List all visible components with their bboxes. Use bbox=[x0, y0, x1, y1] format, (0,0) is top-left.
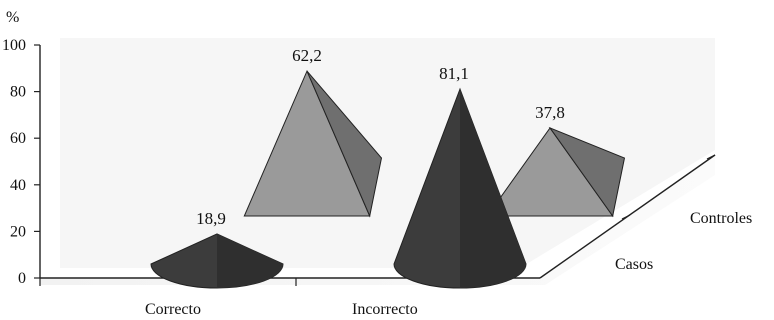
cone-shadow-side bbox=[217, 233, 283, 288]
data-label: 18,9 bbox=[196, 209, 226, 228]
series-label-controles: Controles bbox=[690, 210, 752, 227]
depth-axis-tick bbox=[706, 154, 716, 160]
series-label-casos: Casos bbox=[615, 256, 653, 273]
category-label-correcto: Correcto bbox=[145, 301, 201, 318]
y-tick-label: 100 bbox=[2, 37, 26, 54]
cone-bar bbox=[393, 87, 527, 289]
pyramid-side-face bbox=[548, 126, 626, 218]
y-unit-label: % bbox=[6, 9, 19, 26]
pyramid-bar bbox=[243, 69, 383, 218]
pyramid-bar bbox=[486, 126, 626, 218]
data-label: 37,8 bbox=[535, 103, 565, 122]
y-axis-ticks: 0 20 40 60 80 100 bbox=[2, 37, 40, 287]
y-tick-label: 40 bbox=[10, 177, 26, 194]
data-label: 62,2 bbox=[292, 46, 322, 65]
y-tick-label: 0 bbox=[18, 270, 26, 287]
cone-shadow-side bbox=[460, 89, 526, 288]
category-label-incorrecto: Incorrecto bbox=[352, 301, 418, 318]
pyramid-side-face bbox=[306, 70, 383, 218]
y-tick-label: 80 bbox=[10, 84, 26, 101]
chart-marks: 62,2 37,8 18,9 81,1 bbox=[150, 46, 626, 289]
data-label: 81,1 bbox=[439, 64, 469, 83]
y-tick-label: 20 bbox=[10, 223, 26, 240]
y-tick-label: 60 bbox=[10, 130, 26, 147]
cone-bar bbox=[150, 233, 284, 289]
depth-axis-tick bbox=[621, 214, 631, 220]
